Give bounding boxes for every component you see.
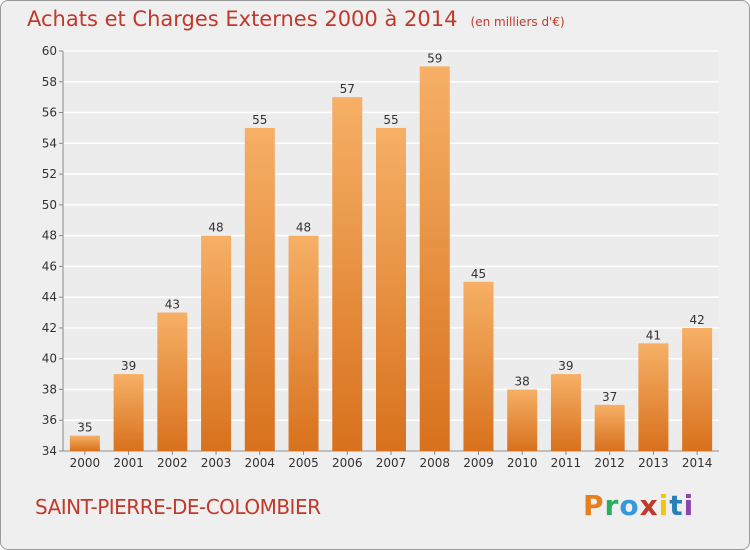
- data-label: 41: [646, 328, 661, 342]
- bar-2002: [157, 312, 188, 451]
- x-tick-label: 2014: [682, 456, 713, 470]
- data-label: 35: [77, 421, 92, 435]
- bar-2012: [594, 404, 625, 451]
- y-tick-label: 46: [42, 259, 57, 273]
- bar-2007: [376, 127, 406, 451]
- logo-letter: i: [658, 489, 670, 522]
- place-name: SAINT-PIERRE-DE-COLOMBIER: [35, 495, 321, 519]
- data-label: 48: [208, 221, 223, 235]
- data-label: 45: [471, 267, 486, 281]
- x-tick-label: 2008: [419, 456, 450, 470]
- data-label: 55: [252, 113, 267, 127]
- x-tick-label: 2002: [157, 456, 188, 470]
- bar-2008: [419, 66, 450, 451]
- y-tick-label: 44: [42, 290, 57, 304]
- bar-2001: [113, 374, 144, 451]
- logo-letter: r: [604, 489, 620, 522]
- bar-2004: [244, 127, 275, 451]
- logo-letter: t: [669, 489, 684, 522]
- x-tick-label: 2000: [70, 456, 101, 470]
- x-tick-label: 2012: [594, 456, 625, 470]
- data-label: 43: [165, 298, 180, 312]
- x-tick-label: 2007: [376, 456, 407, 470]
- bar-2011: [550, 374, 581, 451]
- data-label: 55: [383, 113, 398, 127]
- x-tick-label: 2005: [288, 456, 319, 470]
- title-row: Achats et Charges Externes 2000 à 2014 (…: [27, 7, 565, 31]
- data-label: 42: [689, 313, 704, 327]
- x-tick-label: 2006: [332, 456, 363, 470]
- y-tick-label: 50: [42, 198, 57, 212]
- bar-2000: [69, 435, 100, 451]
- y-tick-label: 58: [42, 75, 57, 89]
- y-tick-label: 42: [42, 321, 57, 335]
- proxiti-logo: Proxiti: [583, 489, 694, 522]
- logo-letter: i: [683, 489, 695, 522]
- y-tick-label: 36: [42, 413, 57, 427]
- chart-title: Achats et Charges Externes 2000 à 2014: [27, 7, 458, 31]
- bar-2009: [463, 281, 494, 451]
- bar-2013: [638, 343, 669, 451]
- bar-2006: [332, 97, 363, 452]
- x-tick-label: 2010: [507, 456, 538, 470]
- y-tick-label: 38: [42, 382, 57, 396]
- logo-letter: o: [619, 489, 640, 522]
- data-label: 59: [427, 51, 442, 65]
- data-label: 38: [515, 374, 530, 388]
- x-tick-label: 2009: [463, 456, 494, 470]
- x-tick-label: 2013: [638, 456, 669, 470]
- data-label: 57: [340, 82, 355, 96]
- chart-subtitle: (en milliers d'€): [470, 15, 565, 29]
- y-tick-label: 40: [42, 352, 57, 366]
- bar-2005: [288, 235, 319, 451]
- y-tick-label: 56: [42, 106, 57, 120]
- data-label: 39: [558, 359, 573, 373]
- logo-letter: x: [639, 489, 659, 522]
- x-tick-label: 2003: [201, 456, 232, 470]
- y-tick-label: 54: [42, 136, 57, 150]
- y-tick-label: 52: [42, 167, 57, 181]
- bar-2010: [507, 389, 538, 451]
- bar-2003: [201, 235, 232, 451]
- x-tick-label: 2004: [245, 456, 276, 470]
- y-tick-label: 34: [42, 444, 57, 458]
- data-label: 39: [121, 359, 136, 373]
- logo-letter: P: [583, 489, 605, 522]
- x-tick-label: 2011: [551, 456, 582, 470]
- data-label: 48: [296, 221, 311, 235]
- x-tick-label: 2001: [113, 456, 144, 470]
- bar-2014: [682, 327, 713, 451]
- y-tick-label: 60: [42, 44, 57, 58]
- y-tick-label: 48: [42, 229, 57, 243]
- data-label: 37: [602, 390, 617, 404]
